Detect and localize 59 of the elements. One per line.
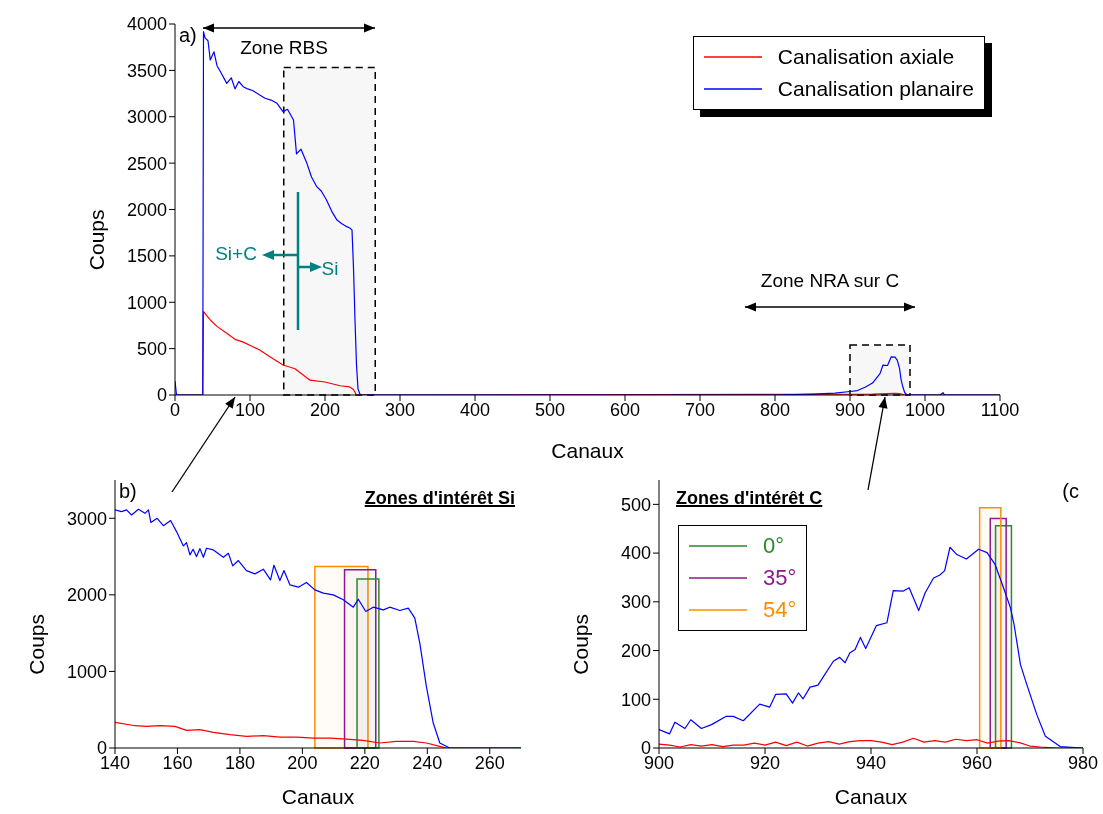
x-tick-label: 900 [834,399,866,420]
y-tick-label: 100 [620,689,651,710]
x-tick-label: 300 [384,399,416,420]
x-tick-label: 1100 [980,399,1020,420]
x-tick-label: 600 [609,399,641,420]
y-axis-title: Coups [85,209,109,271]
y-tick-label: 1000 [126,292,167,313]
x-tick-label: 260 [474,752,505,773]
legend-label: Canalisation planaire [777,76,974,102]
y-tick-label: 500 [136,339,167,360]
band-label: 0° [763,532,785,560]
y-tick-label: 400 [620,543,651,564]
x-tick-label: 200 [287,752,318,773]
x-tick-label: 100 [234,399,266,420]
x-tick-label: 500 [534,399,566,420]
y-tick-label: 200 [620,640,651,661]
chart-title: Zones d'intérêt Si [364,488,515,509]
x-tick-label: 980 [1067,752,1099,773]
x-axis-title: Canaux [834,785,908,808]
x-tick-label: 400 [459,399,491,420]
annotation: (c [1062,480,1079,502]
y-tick-label: 300 [620,592,651,613]
x-tick-label: 960 [961,752,993,773]
y-tick-label: 3000 [66,508,107,529]
y-tick-label: 4000 [126,14,167,35]
y-tick-label: 2500 [126,153,167,174]
y-tick-label: 1000 [66,661,107,682]
legend-label: Canalisation axiale [777,44,955,70]
text: Zones d'intérêt C [676,488,823,509]
annotation: b) [119,480,137,502]
band-label: 54° [763,596,797,624]
y-tick-label: 0 [156,385,167,406]
y-tick-label: 3000 [126,107,167,128]
x-tick-label: 1000 [904,399,946,420]
x-tick-label: 700 [684,399,716,420]
y-tick-label: 2000 [126,199,167,220]
x-tick-label: 800 [759,399,791,420]
annotation: Si [321,257,339,279]
x-tick-label: 0 [169,399,181,420]
y-axis-title: Coups [25,614,49,675]
y-axis-title: Coups [569,614,593,675]
x-tick-label: 200 [309,399,341,420]
annotation: Zone NRA sur C [760,269,900,291]
x-tick-label: 160 [162,752,193,773]
y-tick-label: 3500 [126,60,167,81]
x-axis-title: Canaux [281,785,355,808]
annotation: Si+C [215,242,257,264]
x-tick-label: 940 [855,752,887,773]
x-tick-label: 220 [349,752,380,773]
annotation: a) [179,24,197,46]
x-tick-label: 180 [224,752,255,773]
y-tick-label: 1500 [126,246,167,267]
band-label: 35° [763,564,797,592]
y-tick-label: 500 [620,494,651,515]
x-tick-label: 920 [749,752,781,773]
x-axis-title: Canaux [551,439,625,462]
x-tick-label: 240 [412,752,443,773]
annotation: Zone RBS [240,36,328,58]
y-tick-label: 2000 [66,585,107,606]
